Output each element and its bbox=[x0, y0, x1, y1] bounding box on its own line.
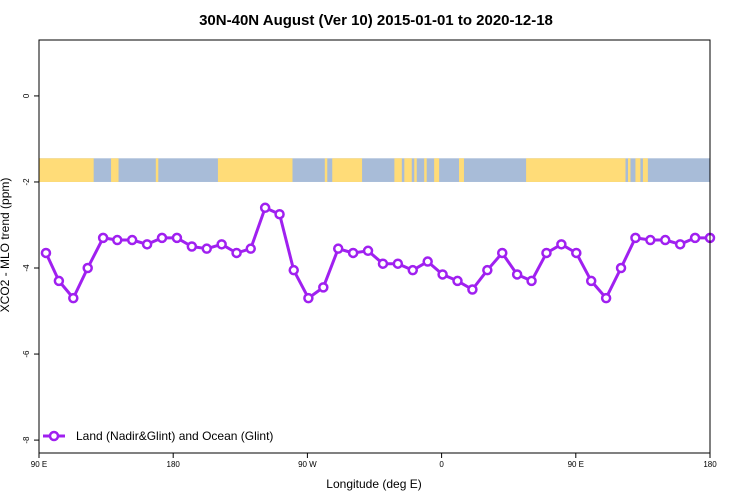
data-point bbox=[689, 232, 701, 244]
data-point bbox=[303, 292, 314, 304]
data-point bbox=[216, 239, 227, 250]
data-point bbox=[377, 258, 389, 269]
y-tick-label: -6 bbox=[22, 350, 31, 358]
data-point bbox=[97, 232, 109, 244]
data-series bbox=[40, 202, 716, 304]
land-segment bbox=[116, 158, 119, 182]
data-point bbox=[585, 275, 597, 287]
data-point bbox=[40, 247, 52, 259]
data-point bbox=[68, 292, 79, 304]
data-point bbox=[362, 245, 374, 257]
data-point bbox=[422, 256, 433, 267]
x-tick-label: 180 bbox=[167, 460, 181, 469]
x-axis-label: Longitude (deg E) bbox=[326, 477, 421, 491]
land-segment bbox=[394, 158, 402, 182]
land-segment bbox=[627, 158, 631, 182]
data-point bbox=[53, 275, 65, 287]
data-point bbox=[171, 232, 183, 244]
data-point bbox=[126, 234, 138, 246]
y-tick-label: 0 bbox=[22, 93, 31, 98]
data-point bbox=[437, 269, 448, 280]
data-point bbox=[496, 247, 508, 259]
data-point bbox=[82, 262, 93, 274]
data-point bbox=[392, 258, 404, 269]
x-tick-label: 90 E bbox=[568, 460, 584, 469]
data-point bbox=[556, 239, 567, 250]
land-segment bbox=[434, 158, 440, 182]
land-segment bbox=[635, 158, 641, 182]
data-point bbox=[630, 232, 641, 244]
x-tick-label: 90 W bbox=[298, 460, 317, 469]
land-segment bbox=[414, 158, 417, 182]
y-axis: 0 -2 -4 -6 -8 bbox=[22, 93, 39, 444]
x-tick-label: 90 E bbox=[31, 460, 47, 469]
data-point bbox=[674, 239, 686, 250]
data-point bbox=[541, 247, 552, 259]
data-point bbox=[288, 264, 299, 276]
data-point bbox=[112, 234, 123, 246]
x-tick-label: 0 bbox=[439, 460, 444, 469]
data-point bbox=[186, 241, 198, 252]
series-line bbox=[44, 206, 710, 300]
land-segment bbox=[642, 158, 648, 182]
y-tick-label: -2 bbox=[22, 178, 31, 186]
data-point bbox=[245, 243, 256, 254]
land-segment bbox=[404, 158, 412, 182]
data-point bbox=[231, 247, 242, 259]
data-point bbox=[526, 275, 537, 287]
data-point bbox=[645, 234, 656, 246]
x-axis: 90 E 180 90 W 0 90 E 180 bbox=[31, 453, 717, 469]
data-point bbox=[156, 232, 168, 244]
legend-marker-swatch bbox=[48, 430, 60, 442]
legend-label: Land (Nadir&Glint) and Ocean (Glint) bbox=[76, 429, 273, 443]
plot-frame bbox=[38, 39, 711, 454]
legend: Land (Nadir&Glint) and Ocean (Glint) bbox=[43, 429, 273, 443]
data-point bbox=[452, 275, 463, 287]
x-tick-label: 180 bbox=[703, 460, 717, 469]
data-point bbox=[141, 239, 153, 250]
data-point bbox=[318, 282, 329, 293]
data-point bbox=[347, 247, 359, 259]
data-point bbox=[274, 208, 285, 220]
land-segment bbox=[424, 158, 427, 182]
data-point bbox=[467, 284, 478, 295]
data-point bbox=[660, 234, 671, 246]
data-point bbox=[332, 243, 344, 254]
land-segment bbox=[324, 158, 328, 182]
data-point bbox=[600, 292, 612, 304]
data-point bbox=[511, 269, 523, 280]
y-tick-label: -8 bbox=[22, 436, 31, 444]
land-segment bbox=[111, 158, 117, 182]
data-point bbox=[571, 247, 582, 259]
land-segment bbox=[526, 158, 626, 182]
chart-title: 30N-40N August (Ver 10) 2015-01-01 to 20… bbox=[199, 12, 553, 29]
land-ocean-strip bbox=[39, 158, 710, 182]
data-point bbox=[407, 264, 419, 276]
data-point bbox=[615, 262, 627, 274]
data-point bbox=[482, 264, 493, 276]
land-segment bbox=[39, 158, 94, 182]
y-tick-label: -4 bbox=[22, 264, 31, 272]
y-axis-label: XCO2 - MLO trend (ppm) bbox=[0, 178, 12, 313]
data-point bbox=[259, 202, 271, 214]
data-point bbox=[201, 243, 212, 254]
land-segment bbox=[332, 158, 363, 182]
land-segment bbox=[217, 158, 293, 182]
land-segment bbox=[458, 158, 464, 182]
land-segment bbox=[155, 158, 159, 182]
